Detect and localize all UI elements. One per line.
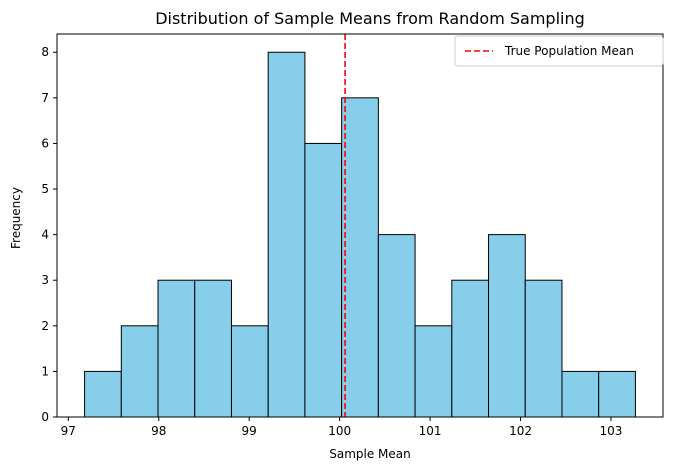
- x-tick-label: 101: [419, 424, 442, 438]
- histogram-bar: [451, 279, 490, 418]
- y-tick-label: 2: [41, 319, 49, 333]
- y-axis-ticks: 0 1 2 3 4 5 6 7 8: [41, 45, 57, 424]
- y-tick-label: 3: [41, 273, 49, 287]
- x-axis-label: Sample Mean: [329, 447, 411, 461]
- histogram-bar: [157, 279, 196, 418]
- legend-box: [454, 35, 664, 67]
- x-tick-label: 100: [328, 424, 351, 438]
- histogram-bar: [377, 234, 416, 418]
- y-tick-label: 4: [41, 228, 49, 242]
- y-tick-label: 1: [41, 364, 49, 378]
- histogram-bar: [230, 325, 269, 418]
- histogram-bar: [561, 370, 600, 418]
- plot-frame: [56, 33, 664, 418]
- histogram-bar: [84, 370, 122, 418]
- histogram-bar: [120, 325, 159, 418]
- histogram-bar: [488, 234, 526, 418]
- histogram-bar: [267, 51, 306, 418]
- histogram-bar: [598, 370, 636, 418]
- legend-label: True Population Mean: [504, 44, 634, 58]
- y-axis-label: Frequency: [9, 187, 23, 249]
- histogram-bar: [341, 97, 379, 418]
- y-tick-label: 7: [41, 91, 49, 105]
- histogram-bar: [524, 279, 563, 418]
- y-tick-label: 6: [41, 136, 49, 150]
- x-tick-label: 102: [509, 424, 532, 438]
- y-tick-label: 0: [41, 410, 49, 424]
- x-axis-ticks: 97 98 99 100 101 102 103: [61, 417, 623, 438]
- x-tick-label: 97: [61, 424, 76, 438]
- histogram-bar: [304, 142, 343, 418]
- x-tick-label: 103: [600, 424, 623, 438]
- legend: True Population Mean: [454, 35, 664, 67]
- bars-group: [84, 51, 636, 418]
- histogram-bar: [414, 325, 453, 418]
- x-tick-label: 99: [242, 424, 257, 438]
- y-tick-label: 8: [41, 45, 49, 59]
- chart-title: Distribution of Sample Means from Random…: [155, 9, 585, 28]
- histogram-bar: [194, 279, 232, 418]
- x-tick-label: 98: [151, 424, 166, 438]
- y-tick-label: 5: [41, 182, 49, 196]
